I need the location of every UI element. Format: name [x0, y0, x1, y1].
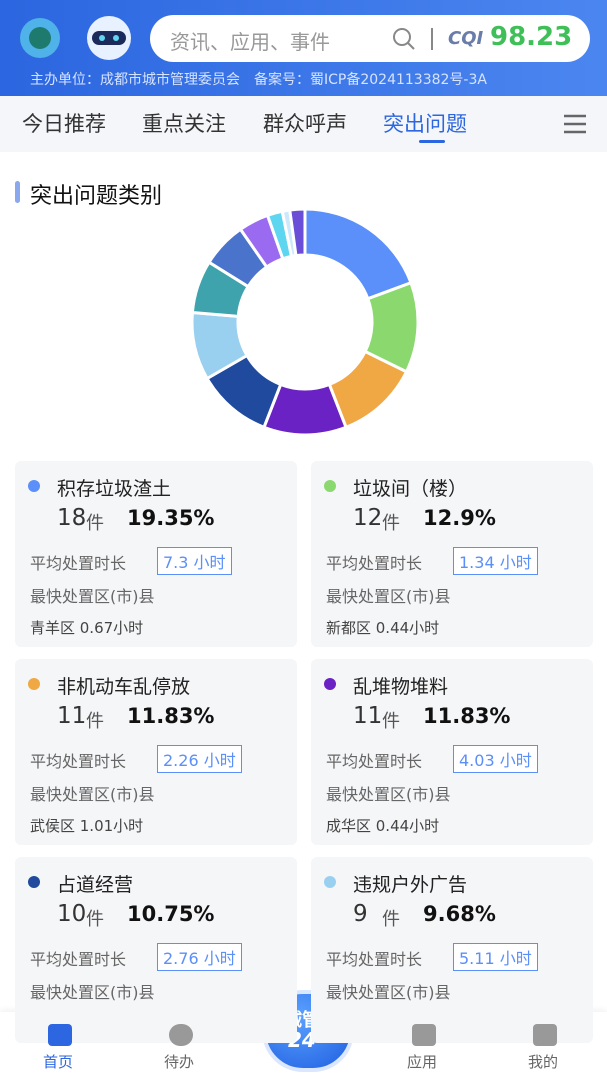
- card-name: 违规户外广告: [353, 874, 468, 896]
- legend-dot: [324, 876, 336, 888]
- menu-icon[interactable]: [562, 113, 588, 135]
- search-box[interactable]: [150, 15, 590, 62]
- fastest-label: 最快处置区(市)县: [30, 983, 155, 1002]
- unit: 件: [86, 909, 104, 930]
- count: 11: [353, 703, 383, 729]
- search-placeholder: 资讯、应用、事件: [170, 30, 330, 54]
- percent: 11.83%: [423, 704, 511, 728]
- nav-label[interactable]: 待办: [164, 1053, 195, 1071]
- nav-icon[interactable]: [412, 1024, 436, 1046]
- count: 11: [57, 703, 87, 729]
- legend-dot: [324, 678, 336, 690]
- card-name: 占道经营: [57, 874, 134, 896]
- nav-icon[interactable]: [533, 1024, 557, 1046]
- avg-badge: 7.3 小时: [157, 547, 232, 575]
- fastest-label: 最快处置区(市)县: [326, 587, 451, 606]
- card: [311, 857, 593, 1043]
- nav-label[interactable]: 应用: [407, 1053, 438, 1071]
- percent: 12.9%: [423, 506, 496, 530]
- fastest: 成华区 0.44小时: [326, 817, 440, 835]
- title-marker: [15, 181, 20, 203]
- nav-icon[interactable]: [169, 1024, 193, 1046]
- legend-dot: [28, 480, 40, 492]
- fastest: 新都区 0.44小时: [326, 619, 440, 637]
- site-info: 主办单位：成都市城市管理委员会 备案号：蜀ICP备2024113382号-3A: [30, 72, 487, 88]
- tab-underline: [419, 140, 445, 143]
- card-name: 非机动车乱停放: [57, 676, 191, 698]
- card: [15, 461, 297, 647]
- fastest-label: 最快处置区(市)县: [326, 785, 451, 804]
- legend-dot: [28, 678, 40, 690]
- donut-chart: [190, 210, 420, 437]
- count: 12: [353, 505, 383, 531]
- avg-badge: 5.11 小时: [453, 943, 538, 971]
- avg-label: 平均处置时长: [30, 752, 127, 771]
- fastest-label: 最快处置区(市)县: [326, 983, 451, 1002]
- avg-badge: 4.03 小时: [453, 745, 538, 773]
- tab[interactable]: 今日推荐: [22, 112, 106, 136]
- donut-segment[interactable]: [288, 210, 307, 258]
- avg-badge: 2.26 小时: [157, 745, 242, 773]
- card-name: 乱堆物堆料: [353, 676, 449, 698]
- avg-badge: 1.34 小时: [453, 547, 538, 575]
- count: 10: [57, 901, 87, 927]
- count: 9: [353, 901, 368, 927]
- count: 18: [57, 505, 87, 531]
- nav-label[interactable]: 我的: [528, 1053, 559, 1071]
- tab[interactable]: 群众呼声: [263, 112, 347, 136]
- fastest: 青羊区 0.67小时: [30, 619, 144, 637]
- card: [15, 659, 297, 845]
- logos: [20, 16, 131, 60]
- unit: 件: [86, 711, 104, 732]
- percent: 10.75%: [127, 902, 215, 926]
- fastest-label: 最快处置区(市)县: [30, 785, 155, 804]
- unit: 件: [382, 513, 400, 534]
- unit: 件: [382, 711, 400, 732]
- unit: 件: [86, 513, 104, 534]
- card: [311, 461, 593, 647]
- avg-badge: 2.76 小时: [157, 943, 242, 971]
- tab-bar: [0, 96, 607, 152]
- tab[interactable]: 突出问题: [383, 112, 467, 136]
- card: [15, 857, 297, 1043]
- cqi-value: 98.23: [490, 22, 573, 52]
- section-title: 突出问题类别: [30, 184, 163, 209]
- fastest: 武侯区 1.01小时: [30, 817, 144, 835]
- avg-label: 平均处置时长: [326, 752, 423, 771]
- percent: 19.35%: [127, 506, 215, 530]
- avg-label: 平均处置时长: [326, 554, 423, 573]
- percent: 11.83%: [127, 704, 215, 728]
- cqi-label: CQI: [448, 28, 484, 49]
- nav-label[interactable]: 首页: [43, 1053, 74, 1071]
- donut-segment[interactable]: [303, 210, 413, 301]
- percent: 9.68%: [423, 902, 496, 926]
- unit: 件: [382, 909, 400, 930]
- fastest-label: 最快处置区(市)县: [30, 587, 155, 606]
- search-icon[interactable]: [390, 26, 450, 54]
- card-name: 垃圾间（楼）: [353, 478, 468, 500]
- tab[interactable]: 重点关注: [142, 112, 226, 136]
- nav-icon[interactable]: [48, 1024, 72, 1046]
- avg-label: 平均处置时长: [326, 950, 423, 969]
- avg-label: 平均处置时长: [30, 950, 127, 969]
- card: [311, 659, 593, 845]
- avg-label: 平均处置时长: [30, 554, 127, 573]
- legend-dot: [324, 480, 336, 492]
- card-name: 积存垃圾渣土: [57, 478, 172, 500]
- legend-dot: [28, 876, 40, 888]
